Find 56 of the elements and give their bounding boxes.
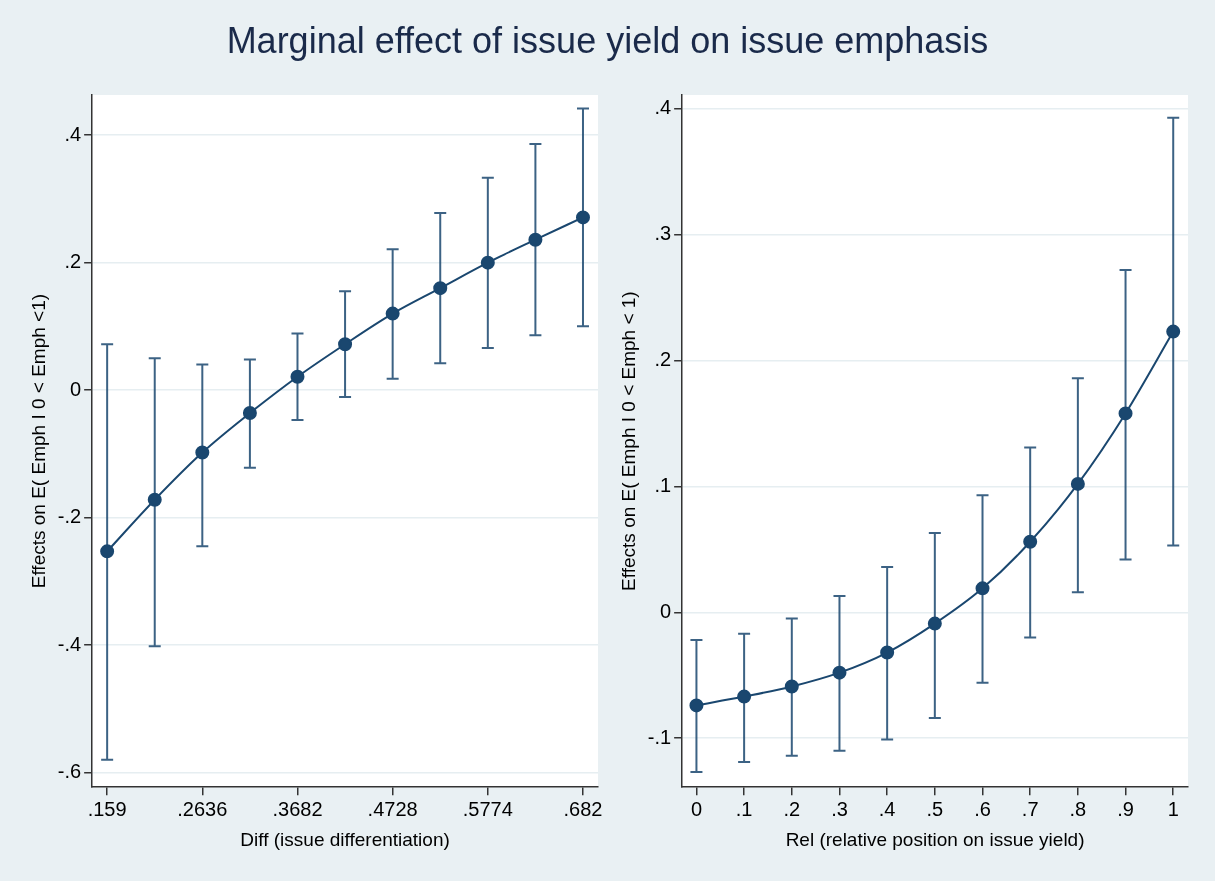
point <box>433 281 448 296</box>
y-tick-label: 0 <box>660 599 672 622</box>
x-tick-label: .9 <box>1117 797 1134 820</box>
point <box>927 616 942 631</box>
x-tick-label: .4 <box>878 797 896 820</box>
point <box>1118 406 1133 421</box>
y-tick-label: .2 <box>654 348 672 371</box>
point <box>832 665 847 680</box>
x-axis-title: Diff (issue differentiation) <box>240 828 450 850</box>
point <box>147 492 162 507</box>
point <box>880 645 895 660</box>
point <box>975 581 990 596</box>
y-tick-label: .2 <box>64 250 82 273</box>
y-tick-label: -.1 <box>647 725 672 748</box>
point <box>689 698 704 713</box>
point <box>1166 324 1181 339</box>
y-tick-label: -.6 <box>57 760 82 783</box>
x-tick-label: .4728 <box>367 797 418 820</box>
point <box>737 689 752 704</box>
y-tick-label: -.4 <box>57 632 82 655</box>
x-tick-label: .1 <box>735 797 753 820</box>
x-tick-label: .2 <box>783 797 801 820</box>
y-tick-label: 0 <box>70 377 82 400</box>
point <box>290 369 305 384</box>
point <box>480 255 495 270</box>
y-tick-label: .3 <box>654 222 672 245</box>
point <box>1023 534 1038 549</box>
y-axis-title: Effects on E( Emph I 0 < Emph <1) <box>27 293 49 589</box>
y-tick-label: .4 <box>64 122 82 145</box>
x-tick-label: .6 <box>974 797 991 820</box>
point <box>784 679 799 694</box>
point <box>528 232 543 247</box>
point <box>338 337 353 352</box>
point <box>385 306 400 321</box>
y-tick-label: -.2 <box>57 505 82 528</box>
x-tick-label: 0 <box>690 797 703 820</box>
x-tick-label: .159 <box>87 797 127 820</box>
point <box>1070 476 1085 491</box>
x-tick-label: 1 <box>1167 797 1179 820</box>
x-tick-label: .682 <box>563 797 603 820</box>
x-tick-label: .3 <box>831 797 848 820</box>
point <box>195 445 210 460</box>
x-tick-label: .8 <box>1069 797 1087 820</box>
y-axis-title: Effects on E( Emph I 0 < Emph < 1) <box>617 291 639 591</box>
x-axis-title: Rel (relative position on issue yield) <box>785 828 1085 850</box>
x-tick-label: .7 <box>1021 797 1039 820</box>
x-tick-label: .5 <box>926 797 944 820</box>
chart-title: Marginal effect of issue yield on issue emphasis <box>225 19 990 63</box>
point <box>100 544 115 559</box>
x-tick-label: .2636 <box>177 797 228 820</box>
point <box>575 210 590 225</box>
y-tick-label: .1 <box>654 473 672 496</box>
x-tick-label: .3682 <box>272 797 323 820</box>
point <box>242 406 257 421</box>
x-tick-label: .5774 <box>462 797 513 820</box>
y-tick-label: .4 <box>654 96 672 119</box>
